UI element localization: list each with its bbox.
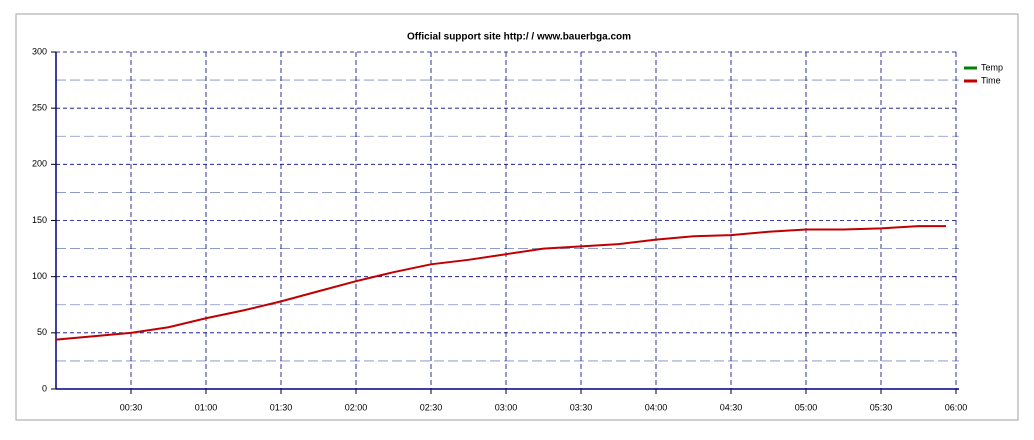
- x-tick-label: 02:30: [420, 402, 443, 412]
- legend-label: Temp: [981, 62, 1003, 72]
- y-tick-label: 200: [32, 159, 47, 169]
- x-tick-label: 04:30: [720, 402, 743, 412]
- x-tick-label: 05:00: [795, 402, 818, 412]
- x-tick-label: 05:30: [870, 402, 893, 412]
- y-tick-label: 0: [42, 383, 47, 393]
- y-tick-label: 50: [37, 327, 47, 337]
- line-series: [55, 225, 946, 341]
- x-tick-label: 00:30: [120, 402, 143, 412]
- x-tick-label: 03:30: [570, 402, 593, 412]
- x-tick-label: 06:00: [945, 402, 968, 412]
- x-tick-label: 03:00: [495, 402, 518, 412]
- x-tick-label: 01:00: [195, 402, 218, 412]
- x-tick-label: 02:00: [345, 402, 368, 412]
- y-tick-label: 100: [32, 271, 47, 281]
- y-tick-label: 250: [32, 103, 47, 113]
- x-tick-label: 01:30: [270, 402, 293, 412]
- chart-title: Official support site http:/ / www.bauer…: [407, 32, 631, 43]
- y-tick-label: 150: [32, 215, 47, 225]
- x-tick-label: 04:00: [645, 402, 668, 412]
- y-tick-label: 300: [32, 46, 47, 56]
- legend-label: Time: [981, 75, 1001, 85]
